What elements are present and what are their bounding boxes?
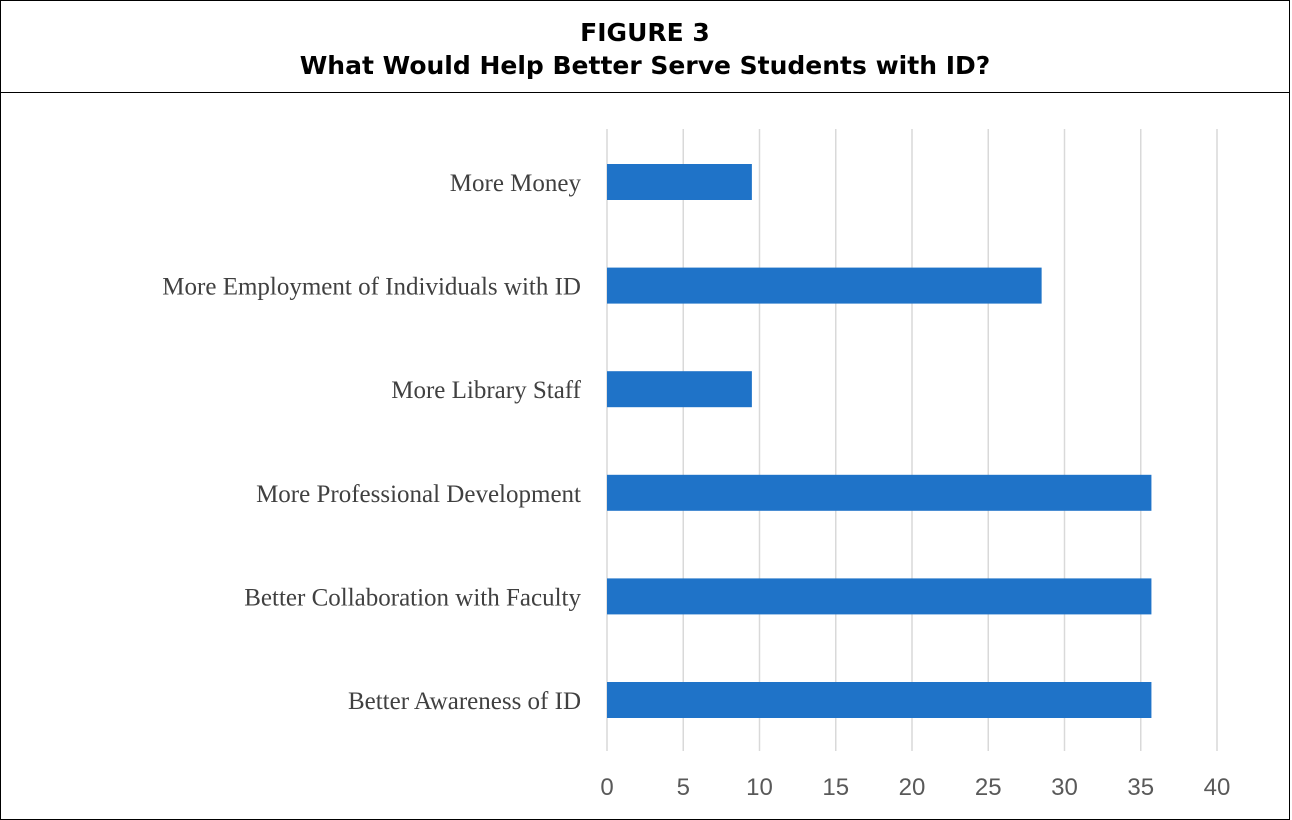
figure-header: FIGURE 3 What Would Help Better Serve St… (1, 1, 1289, 93)
bar (607, 578, 1152, 615)
figure-title: What Would Help Better Serve Students wi… (299, 51, 991, 80)
bars (607, 164, 1152, 718)
x-tick-label: 40 (1204, 774, 1231, 801)
x-tick-label: 10 (746, 774, 773, 801)
bar-chart: More Money More Employment of Individuals… (162, 129, 1230, 801)
bar (607, 474, 1152, 511)
gridlines (606, 129, 1218, 751)
x-tick-label: 30 (1051, 774, 1078, 801)
x-tick-labels: 0 5 10 15 20 25 30 35 40 (600, 774, 1230, 801)
bar (607, 682, 1152, 718)
bar (607, 371, 752, 408)
category-label: More Employment of Individuals with ID (162, 274, 581, 301)
category-label: More Money (450, 170, 582, 197)
bar (607, 164, 752, 200)
x-tick-label: 25 (975, 774, 1002, 801)
x-tick-label: 0 (600, 774, 613, 801)
category-label: More Library Staff (391, 377, 581, 404)
x-tick-label: 35 (1127, 774, 1154, 801)
x-tick-label: 15 (822, 774, 849, 801)
category-label: More Professional Development (256, 481, 581, 508)
bar (607, 267, 1042, 304)
category-labels: More Money More Employment of Individuals… (162, 170, 581, 715)
x-tick-label: 5 (677, 774, 690, 801)
category-label: Better Collaboration with Faculty (244, 584, 581, 611)
category-label: Better Awareness of ID (348, 688, 581, 715)
x-tick-label: 20 (899, 774, 926, 801)
figure-number: FIGURE 3 (580, 18, 710, 47)
